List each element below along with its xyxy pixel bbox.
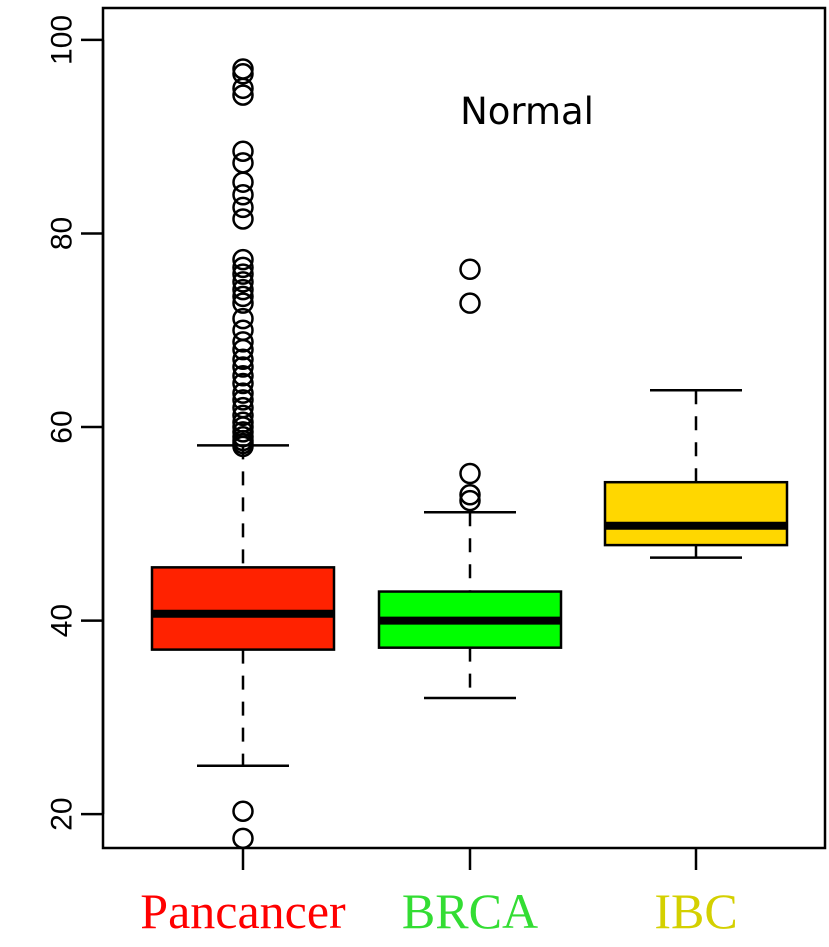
normal-annotation: Normal bbox=[460, 90, 594, 133]
outlier-point bbox=[232, 248, 254, 271]
outlier-point bbox=[232, 58, 254, 80]
outlier-point bbox=[232, 171, 254, 193]
outlier-point bbox=[232, 319, 254, 342]
box-ibc bbox=[603, 389, 789, 559]
outlier-point bbox=[232, 278, 254, 301]
outlier-point bbox=[232, 292, 254, 314]
y-tick-label: 60 bbox=[46, 410, 79, 443]
iqr-box bbox=[150, 566, 336, 651]
outlier-point bbox=[232, 307, 254, 330]
outlier-point bbox=[232, 331, 254, 353]
outlier-point bbox=[459, 484, 481, 506]
outlier-point bbox=[232, 389, 254, 411]
outlier-point bbox=[232, 263, 254, 285]
outlier-point bbox=[459, 292, 481, 314]
outlier-point bbox=[232, 285, 254, 308]
outlier-point bbox=[232, 396, 254, 419]
category-label-brca: BRCA bbox=[402, 883, 538, 939]
iqr-box bbox=[603, 480, 789, 547]
category-label-pancancer: Pancancer bbox=[140, 883, 346, 939]
outlier-point bbox=[232, 256, 254, 279]
y-tick-label: 20 bbox=[46, 797, 79, 830]
outlier-point bbox=[459, 462, 481, 485]
plot-frame bbox=[101, 6, 827, 850]
outlier-point bbox=[232, 800, 254, 822]
outlier-point bbox=[232, 152, 254, 174]
outlier-point bbox=[232, 63, 254, 85]
outlier-point bbox=[232, 140, 254, 162]
y-tick-label: 80 bbox=[46, 217, 79, 250]
outlier-point bbox=[459, 258, 481, 281]
outlier-point bbox=[232, 356, 254, 378]
y-axis: 20 40 60 80 100 bbox=[46, 15, 105, 831]
y-tick-label: 100 bbox=[46, 15, 79, 65]
box-pancancer bbox=[150, 58, 336, 850]
outlier-point bbox=[232, 404, 254, 427]
outlier-point bbox=[232, 184, 254, 206]
outlier-point bbox=[232, 271, 254, 293]
boxes-group bbox=[150, 58, 789, 850]
outlier-point bbox=[232, 411, 254, 433]
outlier-point bbox=[232, 364, 254, 387]
outlier-point bbox=[232, 208, 254, 230]
outlier-point bbox=[232, 827, 254, 850]
outlier-point bbox=[459, 489, 481, 512]
box-brca bbox=[377, 258, 563, 700]
outlier-point bbox=[232, 382, 254, 404]
y-tick-label: 40 bbox=[46, 604, 79, 637]
outlier-point bbox=[232, 84, 254, 106]
category-label-ibc: IBC bbox=[654, 883, 737, 939]
x-axis: Pancancer BRCA IBC bbox=[140, 848, 738, 939]
outlier-point bbox=[232, 196, 254, 219]
outlier-point bbox=[232, 372, 254, 395]
outlier-point bbox=[232, 348, 254, 371]
